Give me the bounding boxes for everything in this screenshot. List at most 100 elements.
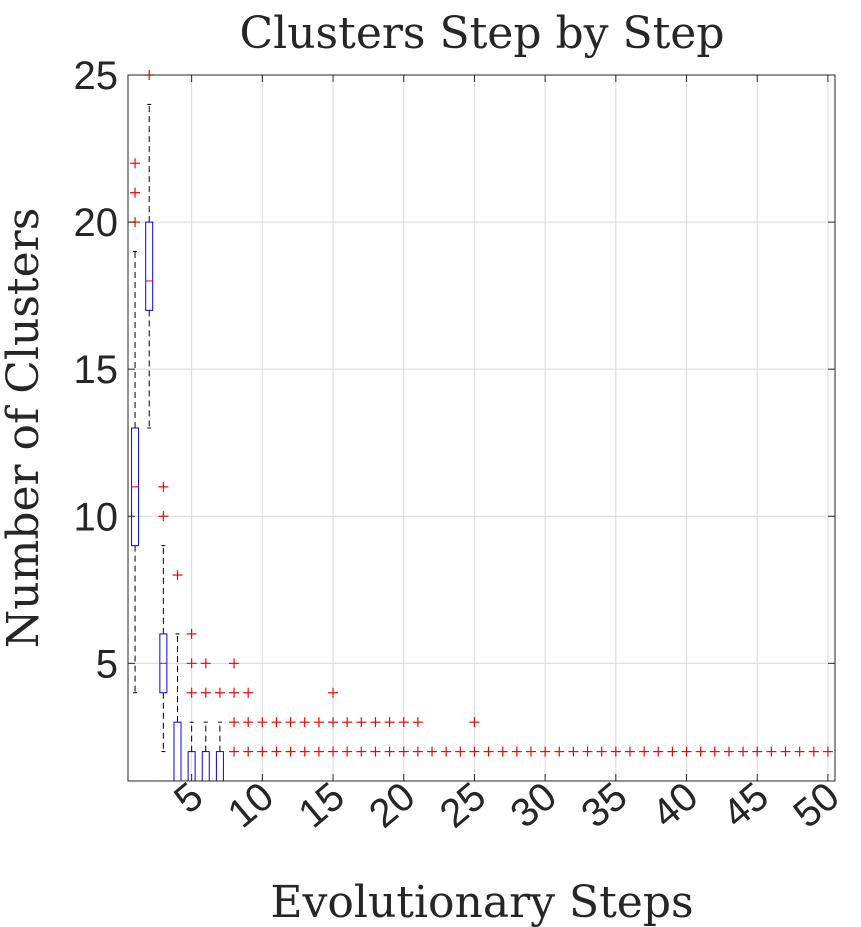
outlier-marker — [328, 746, 339, 757]
outlier-marker — [342, 717, 353, 728]
outlier-marker — [695, 746, 706, 757]
box-step-41 — [695, 746, 706, 782]
outlier-marker — [186, 628, 197, 639]
outlier-marker — [130, 158, 141, 169]
x-tick-label: 30 — [503, 774, 565, 836]
box-step-26 — [483, 746, 494, 782]
outlier-marker — [158, 481, 169, 492]
outlier-marker — [285, 746, 296, 757]
box-step-46 — [766, 746, 777, 782]
y-tick-label: 15 — [74, 348, 119, 392]
box-step-16 — [342, 717, 353, 782]
box-step-4 — [172, 570, 183, 782]
y-tick-label: 10 — [74, 495, 119, 539]
box-step-11 — [271, 717, 282, 782]
outlier-marker — [271, 746, 282, 757]
outlier-marker — [525, 746, 536, 757]
outlier-marker — [610, 746, 621, 757]
outlier-marker — [596, 746, 607, 757]
y-tick-label: 25 — [74, 54, 119, 98]
outlier-marker — [469, 746, 480, 757]
box-step-20 — [398, 717, 409, 782]
outlier-marker — [271, 717, 282, 728]
outlier-marker — [313, 717, 324, 728]
grid-lines — [128, 74, 835, 781]
outlier-marker — [384, 717, 395, 728]
outlier-marker — [257, 717, 268, 728]
outlier-marker — [427, 746, 438, 757]
box-step-37 — [639, 746, 650, 782]
box-step-42 — [709, 746, 720, 782]
box-step-47 — [780, 746, 791, 782]
box-step-38 — [653, 746, 664, 782]
x-tick-label: 35 — [573, 774, 635, 836]
outlier-marker — [299, 746, 310, 757]
outlier-marker — [214, 687, 225, 698]
outlier-marker — [186, 687, 197, 698]
outlier-marker — [497, 746, 508, 757]
x-tick-label: 45 — [715, 774, 777, 836]
y-tick-label: 5 — [96, 642, 118, 686]
outlier-marker — [130, 187, 141, 198]
x-tick-label: 10 — [220, 774, 282, 836]
box-step-3 — [158, 481, 169, 753]
outlier-marker — [328, 717, 339, 728]
outlier-marker — [511, 746, 522, 757]
outlier-marker — [299, 717, 310, 728]
box-step-6 — [200, 658, 211, 782]
outlier-marker — [738, 746, 749, 757]
outlier-marker — [186, 658, 197, 669]
box-step-23 — [441, 746, 452, 782]
box-step-19 — [384, 717, 395, 782]
box-step-13 — [299, 717, 310, 782]
outlier-marker — [243, 717, 254, 728]
outlier-marker — [370, 717, 381, 728]
box-step-43 — [723, 746, 734, 782]
box-iqr — [215, 751, 224, 782]
outlier-marker — [752, 746, 763, 757]
outlier-marker — [766, 746, 777, 757]
outlier-marker — [398, 746, 409, 757]
outlier-marker — [412, 746, 423, 757]
box-step-32 — [568, 746, 579, 782]
outlier-marker — [200, 687, 211, 698]
outlier-marker — [808, 746, 819, 757]
outlier-marker — [794, 746, 805, 757]
outlier-marker — [313, 746, 324, 757]
outlier-marker — [172, 570, 183, 581]
box-step-9 — [243, 687, 254, 782]
x-tick-label: 25 — [432, 774, 494, 836]
outlier-marker — [200, 658, 211, 669]
box-iqr — [201, 751, 210, 782]
chart-title: Clusters Step by Step — [239, 8, 724, 59]
outlier-marker — [356, 717, 367, 728]
outlier-marker — [469, 717, 480, 728]
outlier-marker — [709, 746, 720, 757]
x-tick-label: 15 — [290, 774, 352, 836]
outlier-marker — [540, 746, 551, 757]
outlier-marker — [243, 687, 254, 698]
box-step-31 — [554, 746, 565, 782]
box-step-7 — [214, 687, 225, 782]
outlier-marker — [285, 717, 296, 728]
outlier-marker — [370, 746, 381, 757]
outlier-marker — [384, 746, 395, 757]
outlier-marker — [483, 746, 494, 757]
outlier-marker — [229, 746, 240, 757]
box-step-33 — [582, 746, 593, 782]
outlier-marker — [582, 746, 593, 757]
box-iqr — [145, 221, 154, 311]
outlier-marker — [624, 746, 635, 757]
box-step-18 — [370, 717, 381, 782]
x-tick-label: 50 — [785, 774, 847, 836]
outlier-marker — [554, 746, 565, 757]
box-step-1 — [130, 158, 141, 694]
outlier-marker — [667, 746, 678, 757]
box-plot-marks — [130, 70, 833, 782]
box-step-21 — [412, 717, 423, 782]
outlier-marker — [243, 746, 254, 757]
outlier-marker — [398, 717, 409, 728]
box-iqr — [173, 721, 182, 782]
